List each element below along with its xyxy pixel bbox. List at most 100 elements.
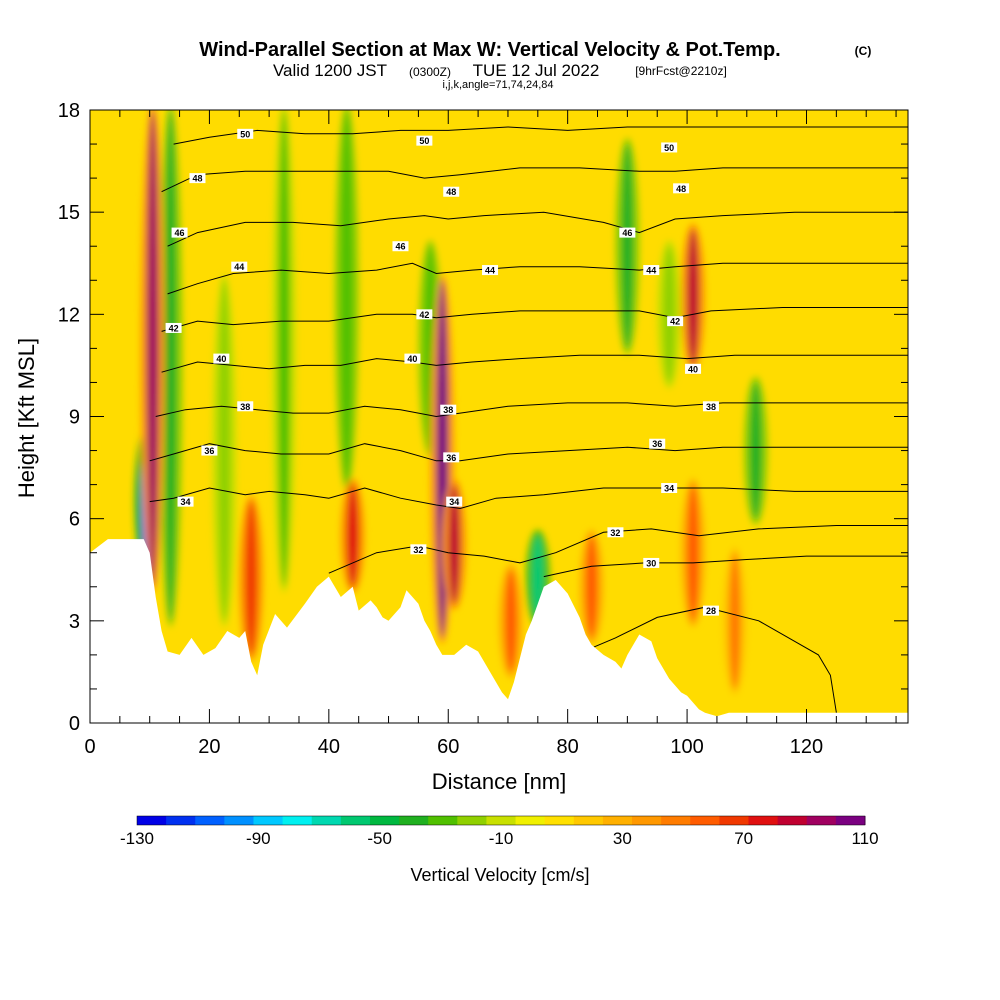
contour-label-text: 40 <box>407 354 417 364</box>
theta-contour-42 <box>161 307 908 332</box>
x-tick-label: 120 <box>790 736 823 758</box>
x-tick-label: 20 <box>198 736 220 758</box>
colorbar-tick-label: 30 <box>613 829 632 848</box>
vertical-velocity-field <box>134 110 768 695</box>
contour-label-text: 36 <box>204 446 214 456</box>
subtitle-valid: Valid 1200 JST <box>273 61 387 80</box>
x-tick-label: 80 <box>557 736 579 758</box>
colorbar-swatch <box>719 816 750 825</box>
contour-label: 44 <box>482 265 499 276</box>
colorbar-swatch <box>195 816 225 825</box>
colorbar-label: Vertical Velocity [cm/s] <box>410 865 589 885</box>
contour-label: 46 <box>392 241 409 252</box>
colorbar-swatch <box>486 816 517 825</box>
contour-label: 38 <box>237 401 254 412</box>
colorbar-swatch <box>777 816 808 825</box>
downdraft-core <box>164 110 177 621</box>
contour-label: 28 <box>702 605 719 616</box>
theta-contour-44 <box>167 262 908 295</box>
contour-label-text: 32 <box>610 528 620 538</box>
contour-label-text: 40 <box>688 364 698 374</box>
contour-label-text: 46 <box>622 228 632 238</box>
updraft-core <box>687 484 700 621</box>
updraft-core <box>146 110 159 587</box>
colorbar-swatch <box>137 816 167 825</box>
downdraft-core <box>278 110 291 587</box>
colorbar-swatch <box>748 816 779 825</box>
contour-label: 48 <box>673 183 690 194</box>
colorbar-tick-label: -90 <box>246 829 271 848</box>
chart-title: Wind-Parallel Section at Max W: Vertical… <box>199 39 780 61</box>
subtitle-utc: (0300Z) <box>409 65 451 79</box>
contour-label-text: 36 <box>652 439 662 449</box>
colorbar-tick-label: -130 <box>120 829 154 848</box>
subtitle-date: TUE 12 Jul 2022 <box>473 61 600 80</box>
downdraft-core <box>218 280 231 621</box>
contour-label: 48 <box>443 186 460 197</box>
colorbar-swatch <box>340 816 371 825</box>
updraft-core <box>504 569 517 672</box>
theta-contour-34 <box>149 487 908 510</box>
contour-label: 46 <box>171 227 188 238</box>
colorbar-swatch <box>515 816 546 825</box>
y-tick-label: 18 <box>58 100 80 122</box>
theta-contour-40 <box>161 354 908 373</box>
colorbar-swatch <box>224 816 254 825</box>
contour-label: 34 <box>177 496 194 507</box>
contour-label: 44 <box>231 261 248 272</box>
colorbar-swatch <box>311 816 342 825</box>
contour-label-text: 48 <box>192 174 202 184</box>
colorbar-swatch <box>166 816 196 825</box>
x-tick-label: 40 <box>318 736 340 758</box>
contour-label: 34 <box>446 496 463 507</box>
contour-label: 38 <box>440 404 457 415</box>
colorbar-tick-label: -10 <box>489 829 514 848</box>
contour-labels: 50 50 50 48 48 48 46 46 46 44 44 44 42 42 42 40 40 40 38 38… <box>165 128 719 616</box>
contour-label-text: 30 <box>646 558 656 568</box>
colorbar-swatch <box>602 816 633 825</box>
colorbar-frame <box>136 815 866 826</box>
downdraft-core <box>340 110 353 485</box>
downdraft-core <box>663 246 676 383</box>
colorbar-swatch <box>457 816 487 825</box>
x-tick-label: 0 <box>84 736 95 758</box>
contour-label: 50 <box>237 128 254 139</box>
contour-label-text: 46 <box>395 242 405 252</box>
potential-temperature-contours <box>149 126 908 713</box>
colorbar-swatch <box>661 816 691 825</box>
contour-label-text: 44 <box>485 266 495 276</box>
contour-label-text: 48 <box>446 187 456 197</box>
contour-label-text: 32 <box>413 545 423 555</box>
colorbar-swatch <box>690 816 720 825</box>
y-axis-label: Height [Kft MSL] <box>14 338 39 498</box>
chart-title-units: (C) <box>855 44 872 58</box>
contour-label-text: 44 <box>646 266 656 276</box>
contour-label-text: 36 <box>446 453 456 463</box>
colorbar-swatch <box>573 816 604 825</box>
theta-contour-30 <box>543 555 908 578</box>
x-tick-label: 100 <box>670 736 703 758</box>
plot-area: 50 50 50 48 48 48 46 46 46 44 44 44 42 42 42 40 40 40 38 38… <box>90 110 908 723</box>
colorbar-swatch <box>428 816 458 825</box>
subtitle-indices: i,j,k,angle=71,74,24,84 <box>442 79 553 91</box>
colorbar: -130 -90 -50 -10 30 70 110 <box>120 815 879 848</box>
contour-label: 34 <box>661 483 678 494</box>
theta-contour-36 <box>149 443 908 462</box>
updraft-core <box>245 501 258 655</box>
updraft-core <box>585 535 598 638</box>
downdraft-core <box>749 382 762 519</box>
contour-label-text: 46 <box>175 228 185 238</box>
contour-label: 50 <box>416 135 433 146</box>
colorbar-swatch <box>835 816 866 825</box>
theta-contour-46 <box>167 211 908 247</box>
updraft-core <box>448 484 461 604</box>
contour-label: 32 <box>607 527 624 538</box>
contour-label: 36 <box>649 438 666 449</box>
contour-label-text: 50 <box>664 143 674 153</box>
y-tick-label: 0 <box>69 713 80 735</box>
theta-contour-50 <box>173 126 908 145</box>
contour-label-text: 42 <box>419 310 429 320</box>
contour-label: 36 <box>443 452 460 463</box>
contour-label-text: 34 <box>181 497 191 507</box>
